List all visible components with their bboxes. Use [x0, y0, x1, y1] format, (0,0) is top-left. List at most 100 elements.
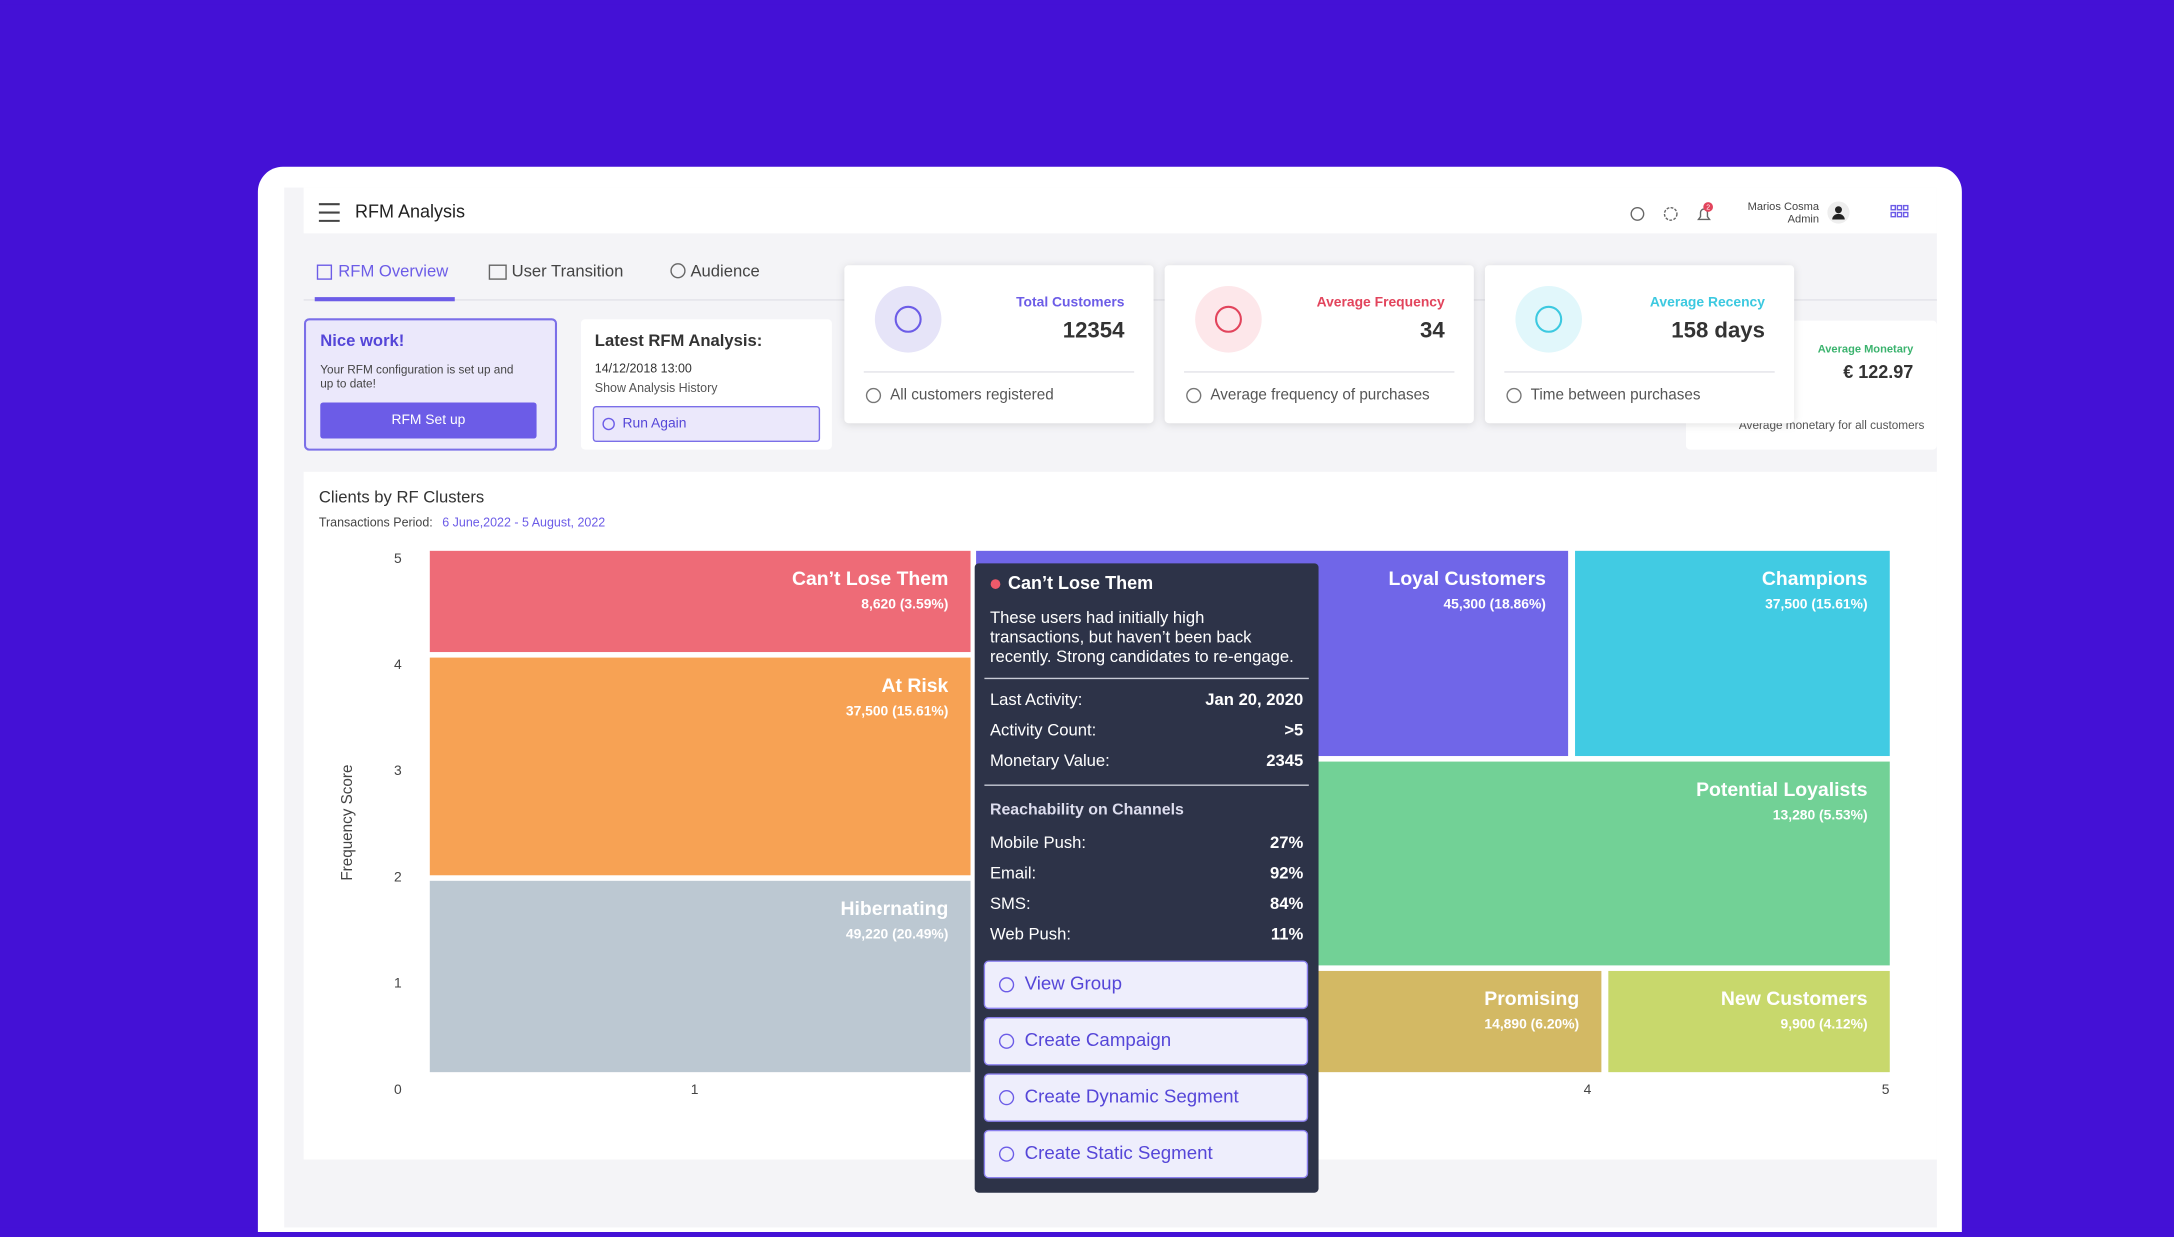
stat-value: 12354 [1063, 318, 1125, 343]
row-label: Web Push: [990, 924, 1071, 943]
cluster[interactable] [1608, 970, 1890, 1073]
cluster-name: Potential Loyalists [1696, 779, 1867, 801]
stat-icon [1195, 286, 1262, 353]
y-tick-label: 0 [394, 1081, 402, 1097]
tab[interactable]: User Transition [512, 262, 624, 281]
button-icon [998, 1033, 1015, 1049]
row-label: Mobile Push: [990, 833, 1086, 852]
search-icon[interactable] [1630, 206, 1645, 221]
cluster-label: 9,900 (4.12%) [1781, 1016, 1868, 1032]
stat-title: Average Frequency [1317, 293, 1445, 309]
x-tick-label: 4 [1584, 1081, 1592, 1097]
stat-icon-glyph [1535, 305, 1563, 333]
cluster[interactable] [429, 880, 971, 1073]
action-button[interactable] [983, 1129, 1309, 1179]
cluster-name: New Customers [1721, 988, 1868, 1010]
stat-icon-glyph [894, 305, 922, 333]
cluster[interactable] [1575, 550, 1890, 757]
row-label: SMS: [990, 894, 1031, 913]
stat-title: Average Recency [1650, 293, 1765, 309]
row-value: 84% [1270, 894, 1303, 913]
tab-icon [316, 264, 333, 280]
row-label: Last Activity: [990, 690, 1082, 709]
tab-underline [314, 297, 455, 302]
tooltip-text: These users had initially high [990, 608, 1204, 627]
card-text: up to date! [320, 378, 376, 391]
button-icon [998, 1090, 1015, 1106]
tooltip-title: Can’t Lose Them [1008, 573, 1153, 593]
y-tick-label: 1 [394, 975, 402, 991]
y-tick-label: 4 [394, 656, 402, 672]
period: 6 June,2022 - 5 August, 2022 [442, 515, 605, 529]
user-name: Marios Cosma [1748, 201, 1820, 213]
button-label[interactable]: Create Static Segment [1025, 1142, 1214, 1163]
cluster-label: 49,220 (20.49%) [846, 926, 948, 942]
user-role: Admin [1788, 213, 1819, 225]
button-icon [602, 417, 615, 431]
button-label[interactable]: View Group [1025, 973, 1122, 994]
stat-icon [1515, 286, 1582, 353]
top-bar [303, 187, 1937, 234]
badge-count: 2 [1706, 205, 1710, 212]
button-label[interactable]: Create Dynamic Segment [1025, 1086, 1240, 1107]
row-value: 11% [1271, 924, 1304, 943]
period-label: Transactions Period: [319, 515, 433, 529]
button-label[interactable]: RFM Set up [391, 411, 465, 427]
cluster[interactable] [429, 657, 971, 876]
history-link[interactable]: Show Analysis History [595, 381, 718, 395]
cluster-name: Loyal Customers [1388, 568, 1545, 590]
info-icon [865, 387, 882, 404]
button-label[interactable]: Create Campaign [1025, 1029, 1172, 1050]
cluster-name: Promising [1484, 988, 1579, 1010]
row-value: >5 [1284, 720, 1303, 739]
action-button[interactable] [983, 1016, 1309, 1066]
chart-title: Clients by RF Clusters [319, 488, 484, 507]
action-button[interactable] [983, 1073, 1309, 1122]
tab[interactable]: Audience [690, 262, 759, 281]
cluster-label: 14,890 (6.20%) [1484, 1016, 1579, 1032]
stat-note: All customers registered [890, 387, 1054, 404]
action-button[interactable] [983, 960, 1309, 1010]
cluster-label: 37,500 (15.61%) [846, 702, 948, 718]
cluster-name: At Risk [881, 675, 948, 697]
info-icon [1186, 387, 1202, 404]
channels-title: Reachability on Channels [990, 801, 1184, 818]
stat-value: 34 [1420, 318, 1445, 343]
cluster[interactable] [429, 550, 971, 653]
stat-icon [874, 286, 942, 353]
card-date: 14/12/2018 13:00 [595, 362, 692, 376]
stat-note: Time between purchases [1531, 387, 1701, 404]
menu-icon[interactable] [318, 203, 340, 222]
row-value: 2345 [1266, 751, 1303, 770]
cluster-name: Can’t Lose Them [792, 568, 948, 590]
cluster-name: Champions [1762, 568, 1868, 590]
stat-icon-glyph [1214, 305, 1242, 333]
stat-title: Average Monetary [1818, 344, 1914, 356]
button-label[interactable]: Run Again [623, 415, 687, 431]
info-icon [1506, 387, 1522, 404]
tab[interactable]: RFM Overview [338, 262, 449, 281]
row-value: 27% [1270, 833, 1303, 852]
tooltip-text: recently. Strong candidates to re-engage… [990, 647, 1294, 666]
row-label: Email: [990, 863, 1036, 882]
y-axis-label: Frequency Score [339, 765, 356, 881]
apps-icon[interactable] [1890, 204, 1909, 218]
badge [1703, 202, 1713, 212]
x-tick-label: 5 [1882, 1081, 1890, 1097]
row-label: Activity Count: [990, 720, 1096, 739]
button[interactable] [592, 405, 821, 442]
card-title: Latest RFM Analysis: [595, 331, 763, 350]
tab-icon [488, 264, 507, 280]
cluster-label: 8,620 (3.59%) [861, 596, 948, 612]
y-tick-label: 3 [394, 762, 402, 778]
stat-value: € 122.97 [1843, 362, 1913, 382]
row-label: Monetary Value: [990, 751, 1110, 770]
stat-title: Total Customers [1016, 293, 1125, 309]
button[interactable] [320, 402, 537, 439]
cluster-label: 45,300 (18.86%) [1443, 596, 1545, 612]
cluster-label: 13,280 (5.53%) [1773, 806, 1868, 822]
stat-note: Average frequency of purchases [1210, 387, 1430, 404]
settings-icon[interactable] [1663, 206, 1678, 221]
